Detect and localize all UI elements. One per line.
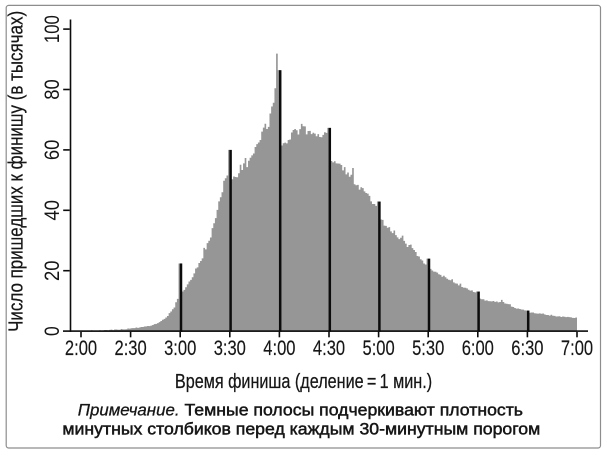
svg-text:0: 0 — [41, 326, 64, 336]
svg-text:7:00: 7:00 — [561, 337, 593, 360]
svg-text:2:30: 2:30 — [115, 337, 147, 360]
svg-text:минутных столбиков перед кажды: минутных столбиков перед каждым 30-минут… — [62, 420, 540, 439]
svg-text:60: 60 — [41, 140, 64, 161]
svg-text:20: 20 — [41, 260, 64, 281]
svg-text:80: 80 — [41, 79, 64, 100]
svg-text:6:00: 6:00 — [462, 337, 494, 360]
svg-text:4:00: 4:00 — [263, 337, 295, 360]
svg-text:5:30: 5:30 — [412, 337, 444, 360]
svg-text:Число пришедших к финишу (в ты: Число пришедших к финишу (в тысячах) — [6, 11, 28, 332]
svg-text:100: 100 — [41, 15, 64, 43]
svg-text:Время финиша (деление = 1 мин.: Время финиша (деление = 1 мин.) — [175, 371, 432, 393]
svg-text:Темные полосы подчеркивают пло: Темные полосы подчеркивают плотность — [185, 400, 524, 419]
svg-text:3:30: 3:30 — [214, 337, 246, 360]
svg-text:4:30: 4:30 — [313, 337, 345, 360]
svg-text:2:00: 2:00 — [65, 337, 97, 360]
svg-text:Примечание.: Примечание. — [78, 400, 180, 419]
svg-text:5:00: 5:00 — [363, 337, 395, 360]
svg-text:6:30: 6:30 — [511, 337, 543, 360]
svg-text:3:00: 3:00 — [164, 337, 196, 360]
svg-text:40: 40 — [41, 200, 64, 221]
